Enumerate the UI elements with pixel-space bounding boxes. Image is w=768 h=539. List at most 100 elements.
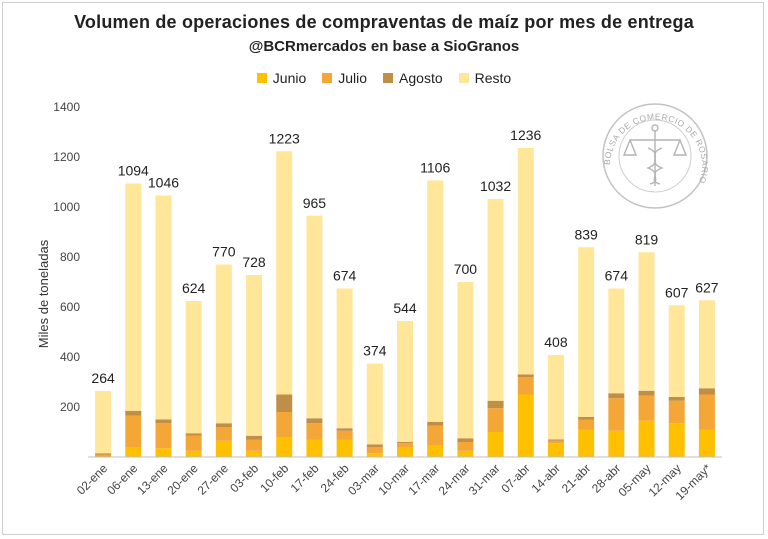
x-tick-label-06-ene: 06-ene	[104, 461, 141, 498]
y-axis-label: Miles de toneladas	[36, 239, 51, 348]
total-label-06-ene: 1094	[118, 163, 149, 179]
total-label-21-abr: 839	[574, 226, 598, 242]
bar-julio-24-mar	[457, 442, 474, 451]
bar-agosto-19-may*	[698, 388, 715, 395]
total-label-05-may: 819	[635, 231, 659, 247]
bar-julio-10-mar	[397, 443, 413, 447]
bar-resto-03-mar	[366, 363, 383, 445]
x-tick-label-17-mar: 17-mar	[406, 461, 443, 498]
total-label-24-mar: 700	[454, 261, 478, 277]
x-tick-label-14-abr: 14-abr	[529, 461, 563, 495]
total-label-14-abr: 408	[544, 334, 568, 350]
bar-agosto-28-abr	[608, 393, 625, 399]
bar-junio-10-feb	[276, 437, 293, 457]
bar-julio-03-mar	[366, 447, 383, 454]
total-label-03-feb: 728	[242, 254, 266, 270]
bar-agosto-27-ene	[215, 423, 232, 427]
bar-junio-12-may	[668, 423, 685, 457]
total-label-13-ene: 1046	[148, 175, 179, 191]
y-tick-label: 1400	[53, 100, 80, 114]
bar-junio-10-mar	[397, 447, 413, 457]
x-tick-label-24-mar: 24-mar	[436, 461, 473, 498]
bar-agosto-03-feb	[246, 435, 263, 440]
y-tick-label: 200	[60, 400, 80, 414]
bar-julio-17-mar	[427, 425, 444, 446]
bar-resto-19-may*	[698, 300, 715, 389]
bar-junio-21-abr	[578, 429, 595, 457]
bar-resto-24-feb	[336, 288, 353, 429]
total-label-10-mar: 544	[393, 300, 417, 316]
bar-julio-28-abr	[608, 398, 625, 431]
seal-outer-ring	[602, 103, 708, 209]
total-label-31-mar: 1032	[480, 178, 511, 194]
bar-junio-20-ene	[185, 450, 202, 457]
bar-resto-17-mar	[427, 180, 444, 422]
legend-item-junio: Junio	[256, 70, 306, 86]
bar-resto-28-abr	[608, 288, 625, 394]
chart-title: Volumen de operaciones de compraventas d…	[74, 12, 694, 32]
bar-agosto-17-feb	[306, 418, 323, 424]
bar-julio-27-ene	[215, 427, 232, 441]
total-label-02-ene: 264	[91, 370, 115, 386]
bar-agosto-10-mar	[397, 442, 413, 444]
x-tick-label-17-feb: 17-feb	[288, 461, 322, 495]
seal-inner-ring	[618, 119, 692, 193]
legend: Junio Julio Agosto Resto	[0, 70, 768, 86]
bar-julio-12-may	[668, 400, 685, 424]
total-label-20-ene: 624	[182, 280, 206, 296]
legend-item-julio: Julio	[322, 70, 367, 86]
bar-julio-31-mar	[487, 408, 504, 432]
bar-agosto-17-mar	[427, 422, 444, 426]
y-tick-label: 1000	[53, 200, 80, 214]
legend-item-agosto: Agosto	[383, 70, 443, 86]
legend-swatch-julio	[322, 73, 333, 83]
bar-julio-02-ene	[95, 454, 112, 457]
bar-julio-14-abr	[547, 440, 564, 444]
bar-junio-13-ene	[155, 448, 172, 457]
x-tick-label-03-feb: 03-feb	[227, 461, 261, 495]
total-label-27-ene: 770	[212, 244, 236, 260]
bar-julio-10-feb	[276, 412, 293, 437]
bar-resto-14-abr	[547, 355, 564, 440]
bar-junio-05-may	[638, 420, 655, 457]
y-tick-label: 600	[60, 300, 80, 314]
bar-resto-27-ene	[215, 264, 232, 424]
bar-resto-05-may	[638, 252, 655, 391]
bar-resto-06-ene	[125, 183, 142, 411]
legend-label-resto: Resto	[474, 70, 512, 86]
y-tick-label: 1200	[53, 150, 80, 164]
x-tick-label-10-mar: 10-mar	[375, 461, 412, 498]
bar-agosto-13-ene	[155, 419, 172, 424]
bar-agosto-10-feb	[276, 394, 293, 412]
bar-junio-03-feb	[246, 450, 263, 457]
bar-junio-07-abr	[517, 394, 534, 457]
total-label-12-may: 607	[665, 284, 689, 300]
legend-label-julio: Julio	[338, 70, 368, 86]
bar-agosto-07-abr	[517, 374, 534, 377]
bar-resto-07-abr	[517, 148, 534, 375]
bar-resto-21-abr	[578, 247, 595, 417]
bar-resto-02-ene	[95, 391, 112, 454]
total-label-17-feb: 965	[303, 195, 327, 211]
total-label-19-may*: 627	[695, 279, 719, 295]
total-label-10-feb: 1223	[269, 130, 300, 146]
bar-agosto-03-mar	[366, 444, 383, 447]
bar-junio-17-feb	[306, 439, 323, 457]
x-tick-label-31-mar: 31-mar	[466, 461, 503, 498]
bar-julio-07-abr	[517, 377, 534, 395]
bar-junio-19-may*	[698, 429, 715, 457]
bar-agosto-21-abr	[578, 417, 595, 420]
total-label-24-feb: 674	[333, 268, 357, 284]
chart-subtitle: @BCRmercados en base a SioGranos	[248, 38, 520, 55]
bar-resto-20-ene	[185, 301, 202, 434]
bar-resto-13-ene	[155, 195, 172, 420]
caduceus-scales-seal-icon	[622, 124, 688, 186]
bar-resto-17-feb	[306, 215, 323, 419]
bar-resto-24-mar	[457, 282, 474, 439]
x-tick-label-20-ene: 20-ene	[164, 461, 201, 498]
bar-junio-28-abr	[608, 430, 625, 457]
bar-julio-06-ene	[125, 415, 142, 447]
total-label-17-mar: 1106	[420, 160, 450, 176]
bar-agosto-02-ene	[95, 453, 112, 455]
bar-junio-27-ene	[215, 440, 232, 457]
